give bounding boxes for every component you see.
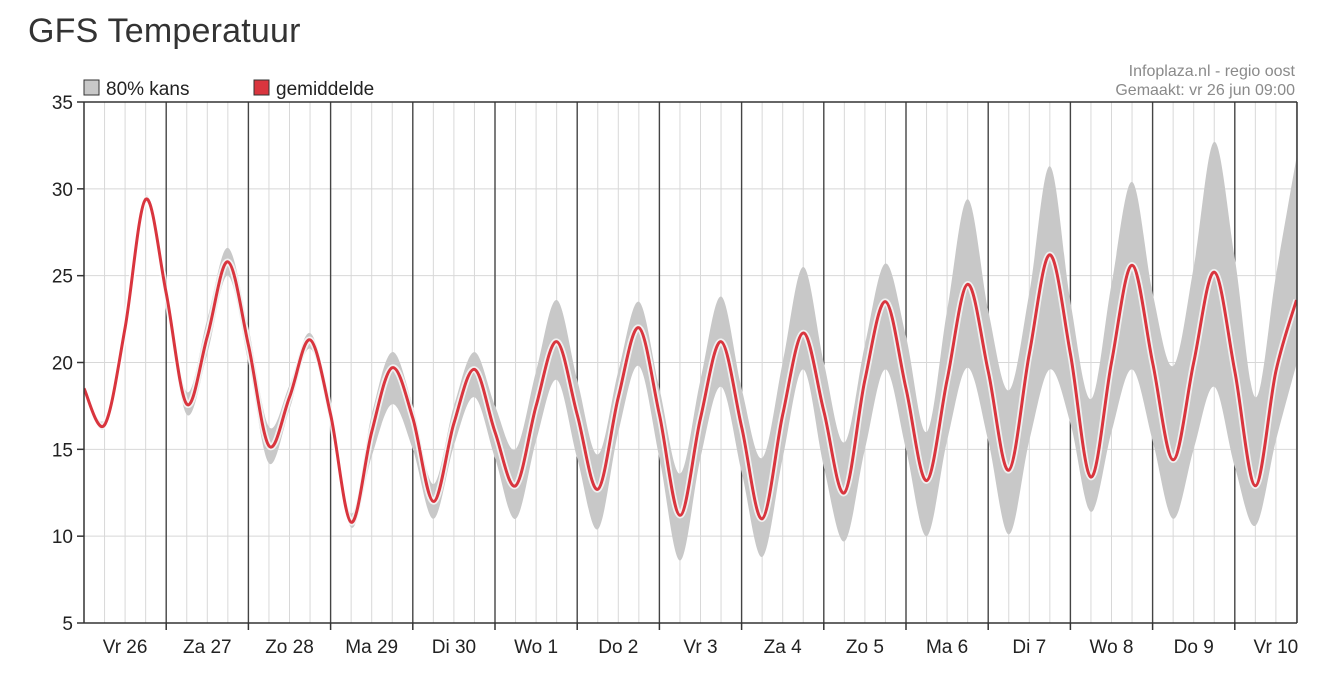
y-axis: 5 10 15 20 25 30 35 [52, 93, 84, 635]
x-tick-label: Di 30 [432, 637, 476, 658]
source-line-2: Gemaakt: vr 26 jun 09:00 [1115, 82, 1295, 99]
source-info: Infoplaza.nl - regio oost Gemaakt: vr 26… [1115, 63, 1295, 99]
x-tick-label: Di 7 [1012, 637, 1046, 658]
x-tick-label: Wo 8 [1089, 637, 1133, 658]
y-tick-label: 30 [52, 180, 73, 201]
y-tick-label: 15 [52, 440, 73, 461]
y-tick-label: 10 [52, 527, 73, 548]
x-tick-label: Wo 1 [514, 637, 558, 658]
y-tick-label: 5 [62, 614, 73, 635]
y-tick-label: 20 [52, 354, 73, 375]
source-line-1: Infoplaza.nl - regio oost [1129, 63, 1296, 80]
x-axis: Vr 26 Za 27 Zo 28 Ma 29 Di 30 Wo 1 Do 2 Vr 3 Za … [103, 623, 1299, 658]
x-tick-label: Za 27 [183, 637, 232, 658]
page-title: GFS Temperatuur [28, 12, 301, 50]
x-tick-label: Vr 26 [103, 637, 148, 658]
mean-line-layer [84, 196, 1297, 526]
x-tick-label: Vr 3 [683, 637, 717, 658]
x-tick-label: Do 2 [598, 637, 638, 658]
x-tick-label: Zo 5 [846, 637, 884, 658]
band-80-area [84, 141, 1297, 561]
x-tick-label: Ma 29 [345, 637, 398, 658]
x-tick-label: Do 9 [1174, 637, 1214, 658]
band-80-layer [84, 141, 1297, 561]
series-line-gemiddelde [84, 197, 1297, 524]
legend-label-band: 80% kans [106, 79, 189, 100]
x-tick-label: Vr 10 [1254, 637, 1299, 658]
legend-swatch-band [83, 79, 100, 96]
legend-swatch-mean [253, 79, 270, 96]
x-tick-label: Za 4 [764, 637, 802, 658]
x-tick-label: Ma 6 [926, 637, 968, 658]
x-tick-label: Zo 28 [265, 637, 314, 658]
legend: 80% kans gemiddelde [83, 79, 374, 100]
y-tick-label: 25 [52, 267, 73, 288]
legend-label-mean: gemiddelde [276, 79, 374, 100]
y-tick-label: 35 [52, 93, 73, 114]
